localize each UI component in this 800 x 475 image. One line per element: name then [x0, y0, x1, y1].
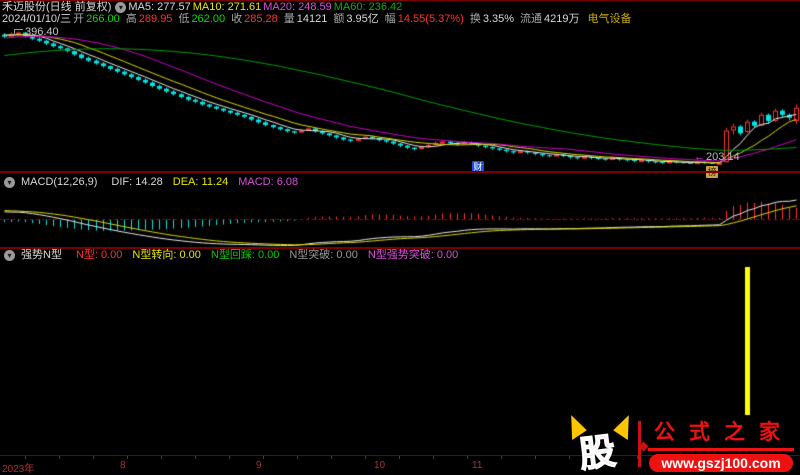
macd-values: DIF: 14.28 DEA: 11.24 MACD: 6.08 — [111, 176, 308, 188]
axis-label: 10 — [374, 460, 386, 471]
macd-value: DIF: 14.28 — [111, 176, 163, 188]
axis-tick — [263, 456, 264, 459]
quote-field-label: 额 — [333, 13, 345, 25]
watermark-site-name: 公式之家 — [648, 416, 794, 451]
axis-tick — [399, 456, 400, 459]
panel-divider — [0, 247, 800, 249]
axis-tick — [297, 456, 298, 459]
event-marker[interactable]: 财 — [472, 161, 484, 173]
macd-value: MACD: 6.08 — [238, 176, 299, 188]
quote-field-value: 262.00 — [191, 13, 226, 25]
quote-field-label: 换 — [469, 13, 481, 25]
ma-value: MA20: 248.59 — [263, 1, 332, 13]
watermark-site-url: www.gszj100.com — [649, 454, 793, 472]
quote-field-value: 266.00 — [86, 13, 120, 25]
gszj-watermark: 股 公式之家 www.gszj100.com — [571, 416, 794, 475]
collapse-main-icon[interactable]: ▾ — [115, 1, 127, 13]
quote-field-label: 低 — [178, 13, 190, 25]
axis-label: 2023年 — [2, 464, 35, 475]
axis-tick — [127, 456, 128, 459]
signal-value: N型转向: 0.00 — [132, 249, 201, 261]
signal-values: N型: 0.00 N型转向: 0.00 N型回踩: 0.00 N型突破: 0.00 N型… — [76, 249, 468, 261]
ma-value: MA60: 236.42 — [333, 1, 403, 13]
quote-field-label: 流通 — [520, 13, 543, 25]
signal-value: N型突破: 0.00 — [289, 249, 358, 261]
axis-tick — [93, 456, 94, 459]
quote-field-value: 3.95亿 — [346, 13, 379, 25]
axis-label: 8 — [120, 460, 126, 471]
axis-tick — [535, 456, 536, 459]
macd-chart[interactable] — [0, 190, 800, 248]
axis-tick — [59, 456, 60, 459]
axis-tick — [433, 456, 434, 459]
signal-value: N型: 0.00 — [75, 249, 123, 261]
collapse-signal-icon[interactable]: ▾ — [4, 249, 15, 261]
macd-value: DEA: 11.24 — [172, 176, 229, 188]
axis-label: 9 — [256, 460, 262, 471]
quote-field-label: 高 — [125, 13, 137, 25]
macd-header: ▾ MACD(12,26,9) DIF: 14.28 DEA: 11.24 MACD: … — [2, 176, 308, 189]
main-candlestick-chart[interactable] — [0, 25, 800, 171]
quote-field-value: 14.55(5.37%) — [397, 13, 464, 25]
stock-title: 禾迈股份(日线 前复权) — [2, 1, 112, 13]
axis-tick — [331, 456, 332, 459]
axis-tick — [569, 456, 570, 459]
axis-tick — [195, 456, 196, 459]
axis-tick — [25, 456, 26, 459]
signal-chart[interactable] — [0, 262, 800, 454]
collapse-macd-icon[interactable]: ▾ — [4, 176, 15, 188]
quote-line: 2024/01/10/三开 266.00 高 289.95 低 262.00 收 285.28… — [2, 13, 640, 25]
peak-pointer-icon — [14, 29, 23, 36]
quote-field-value: 285.28 — [244, 13, 278, 25]
signal-header: ▾ 强势N型 N型: 0.00 N型转向: 0.00 N型回踩: 0.00 N型突破: 0… — [2, 249, 468, 262]
signal-value: N型强势突破: 0.00 — [367, 249, 459, 261]
ma-values: MA5: 277.57 MA10: 271.61 MA20: 248.59 MA60:… — [128, 1, 404, 13]
quote-field-value: 14121 — [296, 13, 328, 25]
axis-tick — [365, 456, 366, 459]
quote-field-label: 开 — [73, 13, 85, 25]
ma-value: MA5: 277.57 — [128, 1, 191, 13]
axis-tick — [229, 456, 230, 459]
bull-logo-icon: 股 — [571, 418, 629, 475]
axis-tick — [501, 456, 502, 459]
quote-fields: 开 266.00 高 289.95 低 262.00 收 285.28 量 14121 额 3.95亿… — [73, 13, 637, 25]
quote-field-label: 幅 — [384, 13, 396, 25]
quote-field-label: 量 — [283, 13, 295, 25]
signal-title: 强势N型 — [21, 249, 62, 261]
ma-value: MA10: 271.61 — [192, 1, 262, 13]
quote-field-value: 3.35% — [482, 13, 515, 25]
quote-field-value: 4219万 — [544, 13, 580, 25]
signal-value: N型回踩: 0.00 — [210, 249, 280, 261]
macd-title: MACD(12,26,9) — [21, 176, 98, 188]
axis-tick — [637, 456, 638, 459]
low-price-label: ←203.14 — [694, 151, 740, 163]
stock-info-line: 禾迈股份(日线 前复权) ▾ MA5: 277.57 MA10: 271.61 MA20… — [2, 1, 406, 13]
axis-tick — [467, 456, 468, 459]
low-arrow-icon: ← — [694, 151, 705, 163]
date-axis: 2023年 8 9 10 11 — [0, 455, 800, 475]
bull-horn-right-icon — [612, 412, 636, 440]
logo-character: 股 — [576, 430, 618, 475]
top-border — [0, 0, 800, 1]
quote-field-value: 289.95 — [138, 13, 173, 25]
quote-date: 2024/01/10/三 — [2, 13, 72, 25]
quote-field-label: 收 — [231, 13, 243, 25]
axis-tick — [603, 456, 604, 459]
axis-tick — [161, 456, 162, 459]
axis-label: 11 — [472, 460, 483, 471]
panel-divider — [0, 171, 800, 173]
peak-price-label: 396.40 — [14, 26, 59, 38]
quote-field-value: 电气设备 — [587, 13, 632, 25]
